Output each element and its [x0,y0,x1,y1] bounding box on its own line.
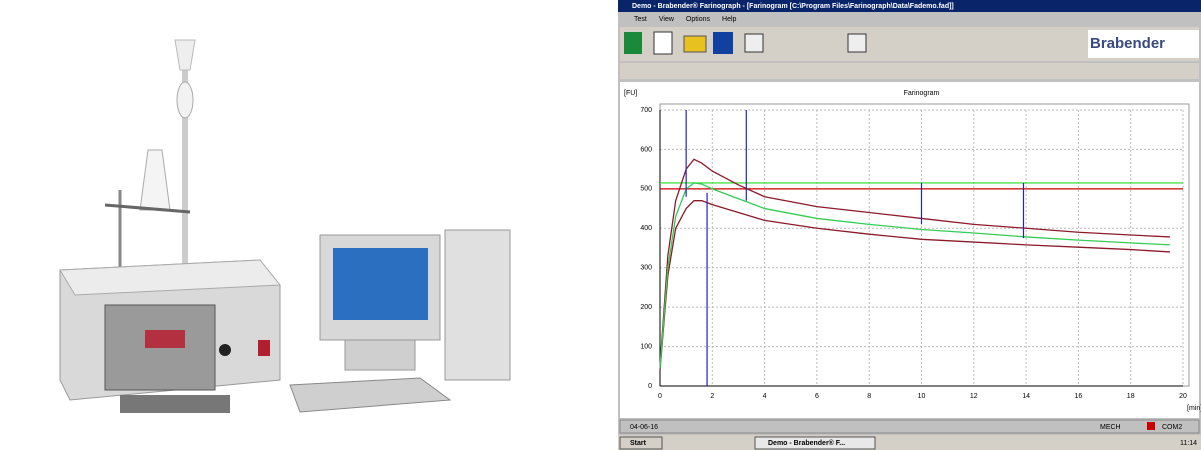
chart-title: Farinogram [904,90,940,97]
window-title: Demo - Brabender® Farinograph - [Farinog… [632,2,954,10]
menu-item[interactable]: Help [722,16,737,23]
y-tick-label: 200 [640,304,652,311]
menu-item[interactable]: Options [686,16,711,23]
x-tick-label: 6 [815,393,819,400]
status-port: COM2 [1162,424,1182,431]
device-photo [0,0,600,450]
y-tick-label: 300 [640,265,652,272]
x-tick-label: 12 [970,393,978,400]
taskbar [618,435,1201,450]
menu-item[interactable]: View [659,16,675,23]
toolbar-button[interactable] [745,34,763,52]
toolbar-button[interactable] [713,32,733,54]
status-date: 04-06-16 [630,424,658,431]
x-tick-label: 16 [1075,393,1083,400]
small-toolbar [620,63,1199,79]
x-tick-label: 8 [867,393,871,400]
scene: Demo - Brabender® Farinograph - [Farinog… [0,0,1201,450]
page: Demo - Brabender® Farinograph - [Farinog… [0,0,1201,450]
x-tick-label: 18 [1127,393,1135,400]
task-label[interactable]: Demo - Brabender® F... [768,439,845,447]
menu-item[interactable]: Test [634,16,647,23]
brand: Brabender [1090,35,1165,52]
port-icon [1147,422,1155,430]
y-tick-label: 100 [640,343,652,350]
x-tick-label: 14 [1022,393,1030,400]
toolbar-button[interactable] [684,36,706,52]
toolbar-button[interactable] [654,32,672,54]
x-tick-label: 10 [918,393,926,400]
start-label[interactable]: Start [630,440,647,447]
status-mode: MECH [1100,424,1121,431]
y-tick-label: 700 [640,107,652,114]
y-tick-label: 500 [640,186,652,193]
y-tick-label: 0 [648,383,652,390]
y-axis-label: [FU] [624,90,637,97]
y-tick-label: 400 [640,225,652,232]
x-tick-label: 4 [763,393,767,400]
x-tick-label: 0 [658,393,662,400]
toolbar-button[interactable] [624,32,642,54]
y-tick-label: 600 [640,146,652,153]
toolbar-button[interactable] [848,34,866,52]
x-tick-label: 2 [710,393,714,400]
plot-area [660,104,1189,386]
x-axis-label: [min] [1187,405,1201,412]
x-tick-label: 20 [1179,393,1187,400]
clock: 11:14 [1180,440,1197,447]
